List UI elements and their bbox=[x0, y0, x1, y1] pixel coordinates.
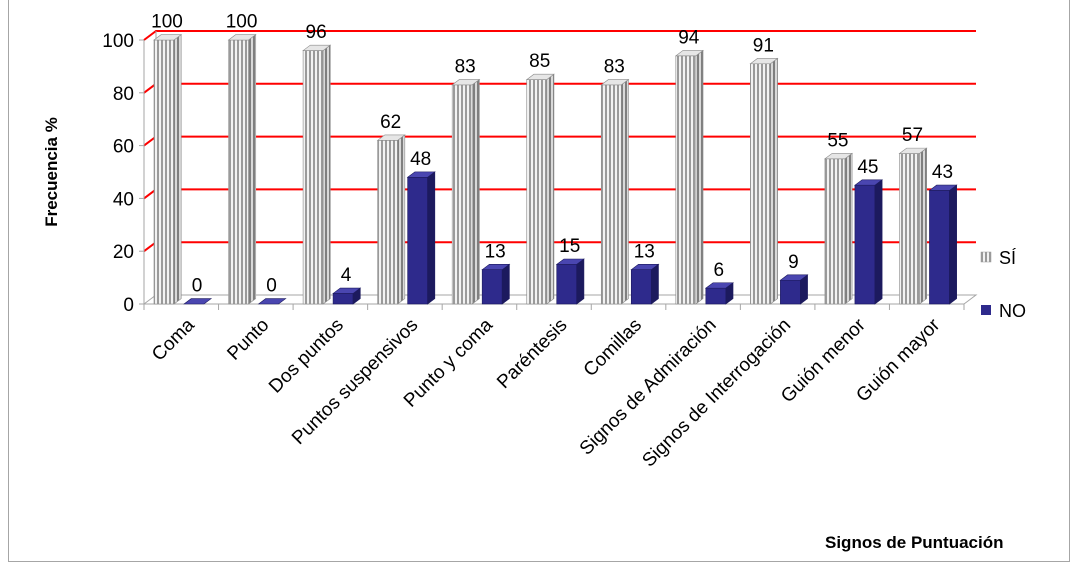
data-label-no: 45 bbox=[857, 157, 878, 178]
legend: SÍ NO bbox=[980, 248, 1026, 321]
data-label-no: 43 bbox=[932, 162, 953, 183]
x-tick-label: Punto bbox=[223, 315, 273, 365]
legend-label-si: SÍ bbox=[999, 248, 1016, 268]
data-label-si: 100 bbox=[151, 12, 183, 33]
data-label-no: 48 bbox=[410, 149, 431, 170]
x-tick-label: Paréntesis bbox=[493, 315, 571, 393]
bar-no bbox=[183, 298, 213, 305]
y-tick-label: 80 bbox=[113, 84, 134, 105]
y-axis-title: Frecuencia % bbox=[42, 117, 61, 227]
bar-no bbox=[704, 282, 734, 305]
data-label-si: 91 bbox=[753, 35, 774, 56]
data-label-si: 62 bbox=[380, 112, 401, 133]
bar-no bbox=[928, 184, 958, 305]
data-label-si: 96 bbox=[306, 22, 327, 43]
y-tick-label: 40 bbox=[113, 189, 134, 210]
y-tick-label: 60 bbox=[113, 137, 134, 158]
bar-no bbox=[257, 298, 287, 305]
data-label-si: 55 bbox=[827, 130, 848, 151]
data-label-si: 83 bbox=[604, 56, 625, 77]
chart-area: 0 20 40 60 80 100 100 0 Coma 100 0 Punto 96 4 Dos pun… bbox=[8, 0, 1070, 562]
legend-swatch-no bbox=[981, 305, 991, 315]
bar-no bbox=[630, 263, 660, 305]
gridline bbox=[143, 30, 976, 41]
legend-label-no: NO bbox=[999, 301, 1026, 321]
bar-no bbox=[854, 179, 884, 305]
bar-si bbox=[153, 33, 183, 305]
gridline bbox=[143, 135, 976, 147]
x-tick-label: Dos puntos bbox=[265, 315, 348, 398]
data-label-no: 6 bbox=[714, 260, 725, 281]
gridline bbox=[143, 82, 976, 94]
y-tick-label: 100 bbox=[102, 31, 134, 52]
data-label-si: 100 bbox=[226, 12, 258, 33]
data-label-no: 0 bbox=[266, 276, 277, 297]
x-tick-label: Comillas bbox=[580, 315, 646, 381]
x-axis-title: Signos de Puntuación bbox=[825, 533, 1004, 552]
data-label-no: 13 bbox=[634, 241, 655, 262]
y-tick-label: 0 bbox=[123, 295, 134, 316]
bar-si bbox=[302, 44, 332, 305]
x-tick-label: Signos de Admiración bbox=[576, 315, 721, 460]
x-tick-label: Puntos suspensivos bbox=[288, 315, 422, 449]
bar-no bbox=[406, 171, 436, 305]
bar-no bbox=[481, 263, 511, 305]
data-label-no: 0 bbox=[192, 276, 203, 297]
bars-layer bbox=[153, 33, 958, 305]
bar-si bbox=[376, 134, 406, 305]
bar-si bbox=[898, 147, 928, 305]
bar-si bbox=[227, 33, 257, 305]
legend-swatch-si bbox=[980, 251, 992, 263]
data-label-si: 94 bbox=[678, 27, 700, 48]
x-tick-label: Coma bbox=[148, 314, 199, 365]
bar-no bbox=[332, 287, 362, 305]
bar-si bbox=[600, 78, 630, 305]
bar-no bbox=[779, 274, 809, 305]
bar-si bbox=[674, 49, 704, 305]
bar-no bbox=[555, 258, 585, 305]
y-tick-label: 20 bbox=[113, 242, 134, 263]
bar-si bbox=[525, 73, 555, 305]
bar-si bbox=[824, 152, 854, 305]
data-label-no: 15 bbox=[559, 236, 580, 257]
data-label-si: 57 bbox=[902, 125, 923, 146]
data-label-si: 83 bbox=[455, 56, 476, 77]
bar-si bbox=[451, 78, 481, 305]
data-label-no: 9 bbox=[788, 252, 799, 273]
bar-si bbox=[749, 57, 779, 305]
data-label-no: 13 bbox=[485, 241, 506, 262]
data-label-no: 4 bbox=[341, 265, 352, 286]
data-label-si: 85 bbox=[529, 51, 550, 72]
x-tick-label: Signos de Interrogación bbox=[638, 315, 795, 472]
